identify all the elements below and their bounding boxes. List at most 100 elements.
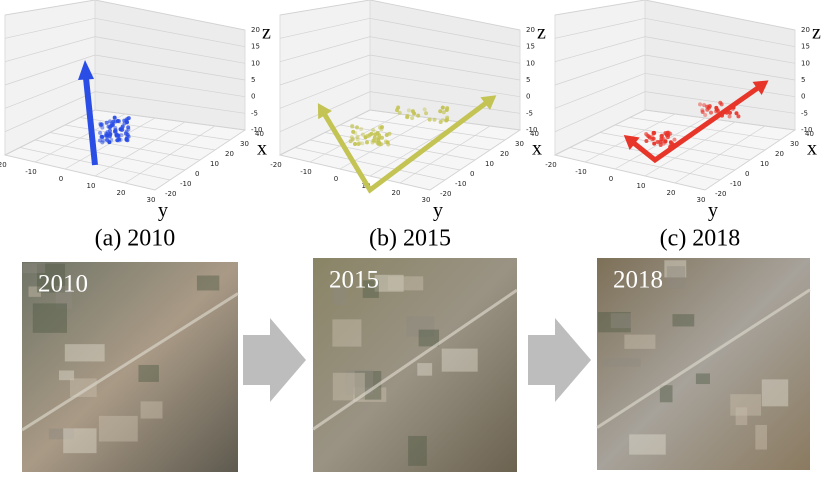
scatter-point [664,132,669,137]
image-texture [138,364,159,382]
scatter-point [410,109,415,114]
image-texture [362,280,379,298]
scatter-point [355,137,360,142]
trend-arrow [83,77,98,166]
road [312,288,518,431]
z-tick-label: 20 [801,26,810,34]
road [21,292,239,432]
scatter-point [357,141,362,146]
image-label: 2010 [38,271,88,298]
x-tick-label: -10 [180,180,191,188]
scatter-point [645,133,650,138]
image-texture [761,379,789,407]
scatter-point [440,117,445,122]
image-texture [69,378,97,397]
trend-arrow-head [623,135,640,150]
trend-arrow-head [317,103,332,120]
scatter-point [394,108,399,113]
x-tick-label: -20 [440,190,451,198]
x-tick-label: 20 [775,150,784,158]
grid-line [4,0,246,31]
scatter-point [406,108,411,113]
scatter-point [659,136,664,141]
scatter-point [372,139,377,144]
scatter-point [101,138,106,143]
scatter-point [355,125,360,130]
grid-line [554,72,796,109]
z-tick-label: 10 [251,59,260,67]
image-texture [755,424,768,450]
grid-line [644,109,796,131]
z-tick-label: 15 [251,43,260,51]
scatter-point [444,118,449,123]
scatter-point [356,141,361,146]
image-texture [441,348,478,372]
grid-line [629,117,781,141]
x-tick-label: 40 [255,130,264,138]
grid-line [4,72,246,109]
scatter-point [438,109,443,114]
y-axis-label: y [158,200,168,222]
z-tick-label: 5 [251,76,255,84]
scatter-point [385,140,390,145]
grid-line [49,132,201,161]
y-tick-label: 0 [609,175,613,183]
grid-line [4,91,246,132]
image-texture [666,266,686,289]
x-tick-label: 20 [225,150,234,158]
scatter-point [98,130,103,135]
grid-line [354,117,506,141]
x-tick-label: 0 [470,170,474,178]
x-tick-label: 30 [515,140,524,148]
scatter-point [655,139,660,144]
image-texture [196,275,220,291]
scatter-point [438,120,443,125]
scatter-point [126,116,131,121]
x-axis-label: x [532,138,542,160]
scatter-point [709,110,714,115]
image-texture [333,286,346,305]
z-tick-label: 5 [526,76,530,84]
caption: (c) 2018 [660,226,741,252]
wall [94,0,246,131]
image-texture [598,311,631,333]
y-tick-label: 30 [422,196,431,204]
scatter-point [350,124,355,129]
grid-line [34,139,186,171]
scatter-point [714,109,719,114]
grid-line [279,154,431,191]
x-tick-label: 40 [805,130,814,138]
arrow [243,318,306,402]
y-tick-label: 10 [637,182,646,190]
satellite-image [313,258,517,472]
scatter-point [698,102,703,107]
y-tick-label: 30 [697,196,706,204]
satellite-image [22,262,238,472]
image-texture [374,274,404,292]
z-tick-label: 10 [801,59,810,67]
grid-line [4,54,246,86]
scatter-point [107,125,112,130]
scatter-point [702,103,707,108]
image-texture [353,387,387,402]
grid-line [4,36,246,64]
z-tick-label: -10 [251,126,262,134]
z-tick-label: -5 [526,109,533,117]
z-tick-label: 20 [526,26,535,34]
scatter-point [371,128,376,133]
scatter-point [424,111,429,116]
scatter-point [373,132,378,137]
grid-line [279,17,521,48]
z-tick-label: 15 [526,43,535,51]
grid-line [294,147,446,181]
y-tick-label: -10 [300,168,311,176]
grid-line [554,0,796,31]
scatter-point [351,129,356,134]
scatter-point [432,117,437,122]
grid-line [279,36,521,64]
y-tick-label: -10 [575,168,586,176]
scatter-point [422,107,427,112]
scatter-point [397,110,402,115]
grid-line [94,109,246,131]
